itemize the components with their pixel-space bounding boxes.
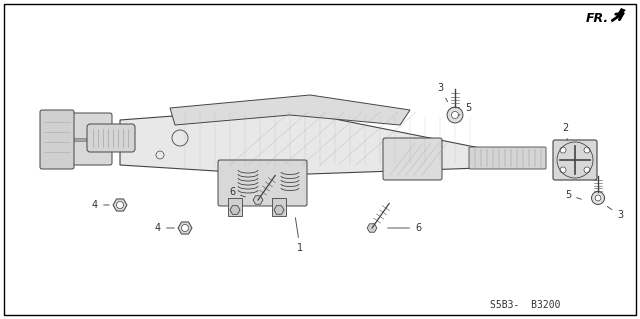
Circle shape [591,191,605,204]
Text: 6: 6 [388,223,421,233]
Polygon shape [274,206,284,214]
FancyBboxPatch shape [87,124,135,152]
Circle shape [595,195,601,201]
Text: FR.: FR. [586,11,609,25]
Polygon shape [367,224,377,232]
Text: 4: 4 [92,200,109,210]
Bar [228,198,242,216]
FancyBboxPatch shape [53,113,112,139]
Text: 5: 5 [565,190,581,200]
FancyBboxPatch shape [383,138,442,180]
Text: 5: 5 [458,103,471,116]
Circle shape [451,111,458,119]
Circle shape [560,167,566,173]
Circle shape [584,167,590,173]
Circle shape [182,225,189,232]
Text: 3: 3 [437,83,447,101]
Text: 6: 6 [229,187,245,197]
Text: 1: 1 [296,218,303,253]
Circle shape [447,107,463,123]
Text: 2: 2 [562,123,568,140]
FancyBboxPatch shape [469,147,546,169]
FancyBboxPatch shape [53,141,112,165]
FancyBboxPatch shape [553,140,597,180]
Text: 4: 4 [155,223,174,233]
Polygon shape [170,95,410,125]
FancyBboxPatch shape [40,110,74,169]
Polygon shape [230,206,240,214]
FancyBboxPatch shape [218,160,307,206]
Polygon shape [253,196,263,204]
Bar [272,198,286,216]
Text: 3: 3 [607,206,623,220]
Polygon shape [610,8,626,24]
Circle shape [560,147,566,153]
Circle shape [584,147,590,153]
Circle shape [116,202,124,209]
Polygon shape [178,222,192,234]
Text: S5B3-  B3200: S5B3- B3200 [490,300,561,310]
Polygon shape [120,108,480,175]
Polygon shape [113,199,127,211]
